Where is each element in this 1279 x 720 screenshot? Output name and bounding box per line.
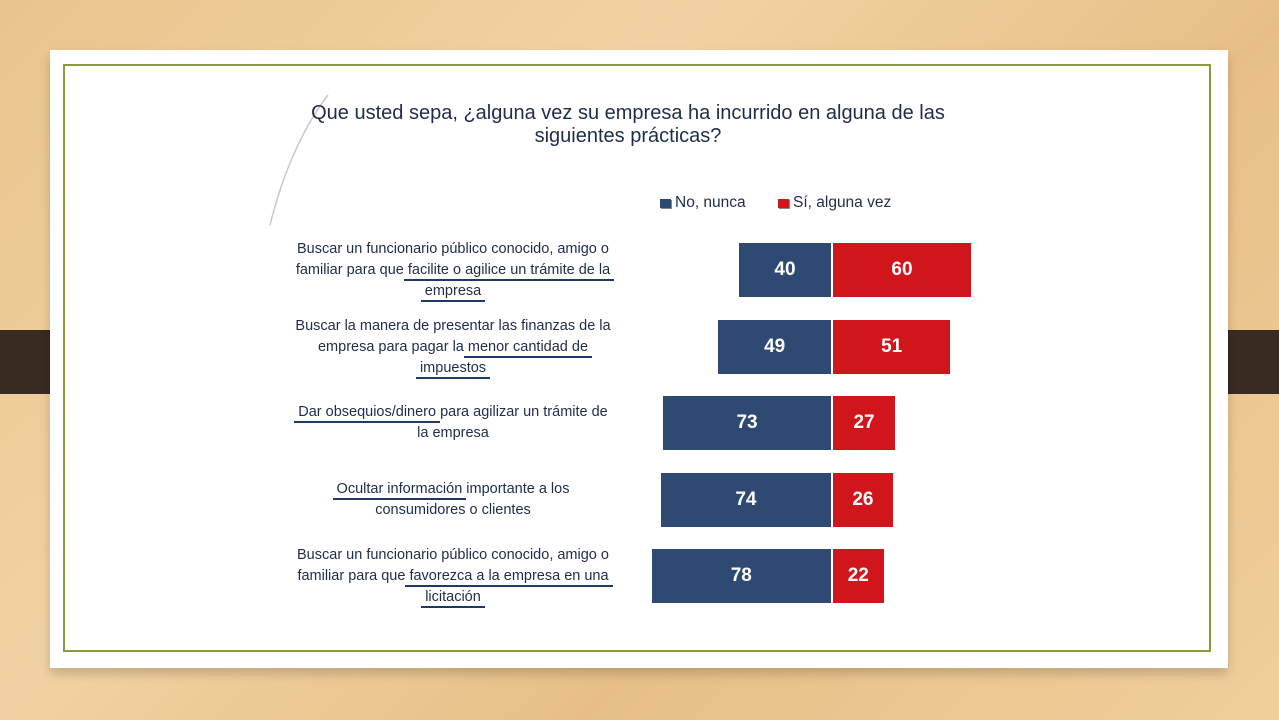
category-label-line: Buscar un funcionario público conocido, … bbox=[297, 546, 609, 563]
emphasis-underline bbox=[403, 278, 615, 281]
emphasis-underline bbox=[421, 605, 485, 608]
category-label-line: familiar para que facilite o agilice un … bbox=[295, 261, 611, 278]
category-label-line: empresa para pagar la menor cantidad de bbox=[317, 338, 589, 355]
legend-item-si-alguna-vez: Sí, alguna vez bbox=[778, 194, 891, 212]
category-label-line: impuestos bbox=[419, 359, 487, 376]
data-label: 27 bbox=[853, 412, 875, 433]
chart-title-line: siguientes prácticas? bbox=[534, 125, 722, 147]
category-label-line: Buscar la manera de presentar las finanz… bbox=[295, 317, 611, 334]
legend-swatch bbox=[778, 198, 789, 208]
emphasis-underline bbox=[420, 299, 486, 302]
data-label: 22 bbox=[847, 565, 869, 586]
legend-label: No, nunca bbox=[675, 194, 746, 211]
data-label: 26 bbox=[852, 489, 874, 510]
data-label: 51 bbox=[881, 336, 903, 357]
category-label-line: licitación bbox=[425, 588, 481, 605]
data-label: 78 bbox=[730, 565, 752, 586]
category-label: Dar obsequios/dinero para agilizar un tr… bbox=[265, 402, 641, 444]
data-label: 40 bbox=[774, 259, 796, 280]
category-label: Buscar un funcionario público conocido, … bbox=[265, 239, 641, 302]
legend-swatch bbox=[660, 198, 671, 208]
bar-si-alguna-vez: 22 bbox=[833, 549, 884, 603]
emphasis-underline bbox=[294, 421, 441, 423]
category-label-line: Ocultar información importante a los bbox=[336, 481, 570, 497]
category-label: Buscar un funcionario público conocido, … bbox=[265, 545, 641, 608]
category-label: Buscar la manera de presentar las finanz… bbox=[265, 316, 641, 379]
bar-no-nunca: 49 bbox=[718, 320, 831, 374]
decorative-arc bbox=[269, 94, 329, 226]
bar-si-alguna-vez: 27 bbox=[833, 396, 896, 450]
bar-no-nunca: 74 bbox=[660, 473, 831, 527]
data-label: 49 bbox=[764, 336, 786, 357]
slide: Que usted sepa, ¿alguna vez su empresa h… bbox=[50, 50, 1228, 668]
data-label: 73 bbox=[736, 412, 758, 433]
bar-si-alguna-vez: 51 bbox=[833, 320, 951, 374]
emphasis-underline bbox=[405, 584, 613, 587]
emphasis-underline bbox=[332, 498, 467, 500]
emphasis-underline bbox=[463, 355, 592, 358]
chart-title-line: Que usted sepa, ¿alguna vez su empresa h… bbox=[311, 102, 945, 124]
data-label: 74 bbox=[735, 489, 757, 510]
data-label: 60 bbox=[891, 259, 913, 280]
emphasis-underline bbox=[415, 376, 491, 379]
category-label-line: la empresa bbox=[417, 425, 489, 441]
bar-no-nunca: 40 bbox=[739, 243, 831, 297]
chart-title: Que usted sepa, ¿alguna vez su empresa h… bbox=[280, 102, 976, 148]
bar-si-alguna-vez: 26 bbox=[833, 473, 893, 527]
bar-no-nunca: 78 bbox=[651, 549, 831, 603]
category-label-line: consumidores o clientes bbox=[375, 502, 531, 518]
bar-no-nunca: 73 bbox=[663, 396, 831, 450]
legend-label: Sí, alguna vez bbox=[793, 194, 892, 211]
category-label: Ocultar información importante a los cons… bbox=[265, 479, 641, 521]
category-label-line: Dar obsequios/dinero para agilizar un tr… bbox=[298, 404, 608, 420]
category-label-line: Buscar un funcionario público conocido, … bbox=[297, 240, 609, 257]
category-label-line: empresa bbox=[424, 282, 482, 299]
category-label-line: familiar para que favorezca a la empresa… bbox=[297, 567, 609, 584]
bar-si-alguna-vez: 60 bbox=[833, 243, 971, 297]
legend-item-no-nunca: No, nunca bbox=[660, 194, 746, 212]
slide-frame bbox=[63, 64, 1211, 652]
